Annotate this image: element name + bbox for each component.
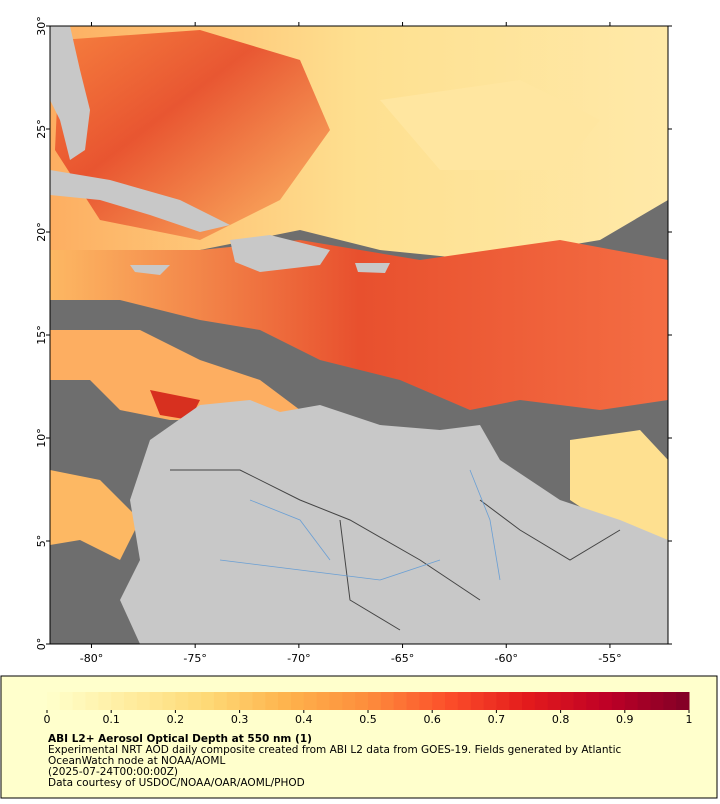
x-tick-label: -55°: [598, 652, 621, 665]
colorbar-swatch: [226, 692, 241, 710]
colorbar-swatch: [111, 692, 125, 710]
colorbar-swatch: [47, 692, 61, 710]
colorbar-tick-label: 0.6: [423, 713, 441, 726]
x-tick-label: -60°: [495, 652, 518, 665]
rivers: [219, 469, 501, 581]
colorbar-swatch: [432, 692, 446, 710]
colorbar-tick-label: 0.5: [359, 713, 377, 726]
land-south-america: [120, 400, 668, 644]
colorbar-swatch: [663, 692, 677, 710]
colorbar-swatch: [85, 692, 99, 710]
colorbar-swatch: [547, 692, 562, 710]
colorbar-tick-label: 0.4: [295, 713, 313, 726]
colorbar-swatch: [201, 692, 215, 710]
aod-field: [380, 80, 600, 170]
land-cuba: [50, 170, 230, 232]
colorbar-swatch: [290, 692, 305, 710]
colorbar-swatch: [406, 692, 420, 710]
colorbar-swatch: [445, 692, 459, 710]
colorbar-swatch: [457, 692, 472, 710]
y-tick-label: 30°: [35, 16, 48, 36]
colorbar-tick-label: 0.7: [488, 713, 506, 726]
colorbar-swatch: [380, 692, 395, 710]
colorbar: 0 0.1 0.2 0.3 0.4 0.5 0.6 0.7 0.8 0.9 1: [44, 692, 693, 726]
caption-line: Experimental NRT AOD daily composite cre…: [48, 744, 622, 756]
caption-line: Data courtesy of USDOC/NOAA/OAR/AOML/PHO…: [48, 777, 305, 789]
colorbar-swatch: [59, 692, 74, 710]
colorbar-title: ABI L2+ Aerosol Optical Depth at 550 nm …: [48, 733, 312, 745]
colorbar-swatch: [624, 692, 639, 710]
colorbar-tick-label: 0.3: [231, 713, 249, 726]
colorbar-swatch: [175, 692, 189, 710]
land-hispaniola: [230, 235, 330, 272]
axes: 0° 5° 10° 15° 20° 25° 30° -80° -75° -70° -65° -60° -…: [35, 16, 672, 665]
colorbar-tick-label: 0.1: [102, 713, 120, 726]
y-tick-label: 5°: [35, 535, 48, 548]
country-borders: [170, 469, 621, 631]
aod-field: [50, 240, 668, 410]
colorbar-swatch: [509, 692, 523, 710]
map-field: [50, 26, 668, 644]
colorbar-swatch: [329, 692, 343, 710]
colorbar-swatch: [278, 692, 292, 710]
y-tick-label: 0°: [35, 638, 48, 651]
colorbar-swatch: [149, 692, 164, 710]
aod-field: [150, 390, 200, 420]
colorbar-swatch: [342, 692, 356, 710]
colorbar-swatch: [265, 692, 279, 710]
colorbar-swatch: [316, 692, 330, 710]
colorbar-swatch: [393, 692, 408, 710]
colorbar-swatch: [573, 692, 587, 710]
colorbar-tick-label: 0: [44, 713, 51, 726]
colorbar-swatch: [496, 692, 510, 710]
colorbar-swatch: [676, 692, 690, 710]
colorbar-swatch: [611, 692, 626, 710]
colorbar-swatch: [162, 692, 176, 710]
land-puerto-rico: [355, 263, 390, 273]
colorbar-swatch: [252, 692, 266, 710]
y-tick-label: 10°: [35, 428, 48, 448]
colorbar-tick-label: 0.8: [552, 713, 570, 726]
colorbar-swatch: [534, 692, 549, 710]
colorbar-swatch: [188, 692, 202, 710]
colorbar-tick-label: 0.2: [167, 713, 185, 726]
land-florida: [50, 26, 90, 160]
colorbar-swatch: [599, 692, 613, 710]
colorbar-swatch: [355, 692, 369, 710]
colorbar-swatch: [483, 692, 497, 710]
colorbar-swatch: [239, 692, 253, 710]
colorbar-swatch: [470, 692, 485, 710]
colorbar-tick-label: 1: [686, 713, 693, 726]
colorbar-swatch: [650, 692, 664, 710]
land-jamaica: [130, 265, 170, 275]
y-tick-label: 20°: [35, 222, 48, 242]
colorbar-swatch: [560, 692, 574, 710]
aod-field: [50, 470, 140, 560]
caption-line: (2025-07-24T00:00:00Z): [48, 766, 178, 778]
colorbar-swatch: [419, 692, 433, 710]
colorbar-swatch: [368, 692, 382, 710]
colorbar-swatch: [586, 692, 600, 710]
colorbar-swatch: [303, 692, 318, 710]
x-tick-label: -65°: [391, 652, 414, 665]
caption-line: OceanWatch node at NOAA/AOML: [48, 755, 225, 767]
x-tick-label: -80°: [80, 652, 103, 665]
x-tick-label: -75°: [183, 652, 206, 665]
colorbar-swatch: [136, 692, 151, 710]
colorbar-swatch: [124, 692, 138, 710]
colorbar-swatch: [213, 692, 228, 710]
colorbar-swatch: [98, 692, 112, 710]
y-tick-label: 25°: [35, 119, 48, 139]
colorbar-swatch: [522, 692, 536, 710]
x-tick-label: -70°: [287, 652, 310, 665]
colorbar-swatch: [637, 692, 651, 710]
colorbar-tick-label: 0.9: [616, 713, 634, 726]
colorbar-swatch: [72, 692, 87, 710]
y-tick-label: 15°: [35, 325, 48, 345]
aod-field: [50, 330, 300, 420]
